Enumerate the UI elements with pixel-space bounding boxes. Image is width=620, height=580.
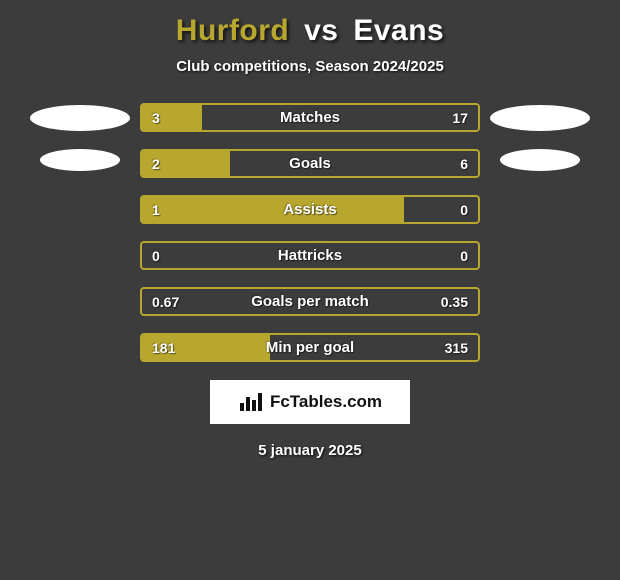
- stat-bar: 2Goals6: [140, 149, 480, 178]
- stat-value-right: 0.35: [441, 289, 468, 314]
- player1-avatar-placeholder: [30, 105, 130, 131]
- player2-club-placeholder: [500, 149, 580, 171]
- title-player1: Hurford: [176, 14, 289, 47]
- stat-label: Goals: [142, 151, 478, 176]
- stat-bar: 181Min per goal315: [140, 333, 480, 362]
- comparison-card: Hurford vs Evans Club competitions, Seas…: [0, 0, 620, 459]
- title-vs: vs: [304, 14, 338, 47]
- bars-icon: [238, 391, 266, 413]
- logo-text: FcTables.com: [270, 392, 382, 412]
- player2-avatar-placeholder: [490, 105, 590, 131]
- stat-bar: 3Matches17: [140, 103, 480, 132]
- page-title: Hurford vs Evans: [176, 14, 444, 48]
- stat-label: Hattricks: [142, 243, 478, 268]
- main-row: 3Matches172Goals61Assists00Hattricks00.6…: [0, 103, 620, 362]
- stat-bar: 0Hattricks0: [140, 241, 480, 270]
- date-label: 5 january 2025: [258, 442, 361, 459]
- left-avatar-column: [20, 103, 140, 171]
- subtitle: Club competitions, Season 2024/2025: [176, 58, 444, 75]
- stat-value-right: 6: [460, 151, 468, 176]
- player1-club-placeholder: [40, 149, 120, 171]
- stat-bar: 0.67Goals per match0.35: [140, 287, 480, 316]
- stat-label: Matches: [142, 105, 478, 130]
- right-avatar-column: [480, 103, 600, 171]
- source-logo: FcTables.com: [210, 380, 410, 424]
- stat-value-right: 17: [452, 105, 468, 130]
- stat-value-right: 0: [460, 197, 468, 222]
- stat-value-right: 0: [460, 243, 468, 268]
- stat-value-right: 315: [445, 335, 468, 360]
- title-player2: Evans: [353, 14, 444, 47]
- stat-bars: 3Matches172Goals61Assists00Hattricks00.6…: [140, 103, 480, 362]
- stat-label: Min per goal: [142, 335, 478, 360]
- stat-label: Assists: [142, 197, 478, 222]
- stat-label: Goals per match: [142, 289, 478, 314]
- stat-bar: 1Assists0: [140, 195, 480, 224]
